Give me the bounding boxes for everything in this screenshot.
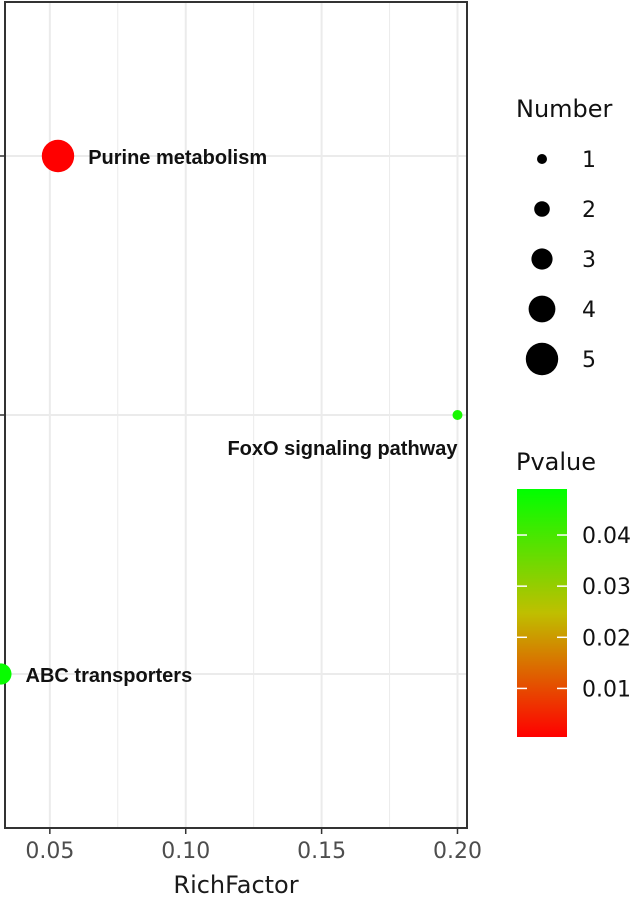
colorbar-label: 0.02 [582, 626, 631, 651]
data-points: Purine metabolism FoxO signaling pathway A… [0, 139, 463, 687]
grid-lines [5, 2, 467, 828]
x-tick-label: 0.10 [161, 839, 210, 864]
colorbar-label: 0.04 [582, 524, 631, 549]
size-legend-key [534, 201, 550, 217]
size-legend-key [531, 248, 553, 270]
point-label-abc-transporters: ABC transporters [26, 665, 193, 687]
point-foxo-signaling-pathway [452, 410, 463, 420]
colorbar-label: 0.03 [582, 575, 631, 600]
color-legend: Pvalue 0.01 0.02 0.03 0.04 [516, 448, 631, 737]
size-legend: Number 1 2 3 4 5 [516, 95, 613, 376]
size-legend-label: 4 [582, 298, 596, 323]
x-axis-title: RichFactor [173, 871, 298, 898]
point-abc-transporters [0, 663, 12, 685]
point-label-foxo-signaling-pathway: FoxO signaling pathway [227, 438, 458, 460]
size-legend-key [525, 342, 559, 376]
x-tick-label: 0.05 [25, 839, 74, 864]
x-tick-label: 0.15 [297, 839, 346, 864]
x-tick-label: 0.20 [433, 839, 482, 864]
size-legend-label: 2 [582, 198, 596, 223]
point-purine-metabolism [41, 139, 75, 173]
size-legend-label: 5 [582, 348, 596, 373]
size-legend-label: 1 [582, 148, 596, 173]
point-label-purine-metabolism: Purine metabolism [88, 147, 267, 169]
pvalue-colorbar [517, 489, 567, 737]
colorbar-label: 0.01 [582, 677, 631, 702]
size-legend-key [537, 154, 547, 164]
size-legend-title: Number [516, 95, 613, 123]
color-legend-title: Pvalue [516, 448, 596, 476]
size-legend-label: 3 [582, 248, 596, 273]
size-legend-key [528, 295, 556, 323]
x-axis-ticks: 0.05 0.10 0.15 0.20 [25, 828, 482, 864]
